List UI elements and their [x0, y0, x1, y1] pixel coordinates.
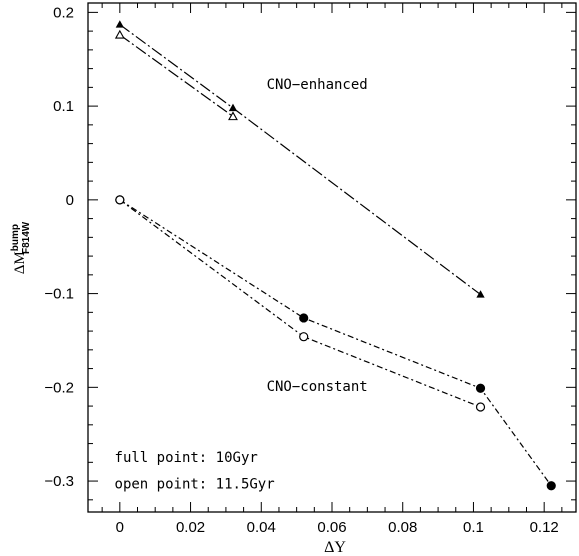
- annotation-label: full point: 10Gyr: [115, 450, 258, 466]
- x-tick-label: 0.1: [463, 519, 484, 536]
- x-axis-title: ΔY: [324, 539, 346, 556]
- annotation-label: CNO−enhanced: [267, 77, 368, 93]
- filled-triangle-marker: [228, 103, 238, 112]
- series-line-filled-triangle: [119, 24, 481, 296]
- open-circle-marker: [475, 402, 486, 412]
- filled-circle-marker: [299, 313, 309, 323]
- data-markers: [114, 20, 556, 491]
- x-tick-label: 0.04: [247, 519, 276, 536]
- y-tick-label: −0.2: [44, 379, 74, 396]
- y-axis-title: ΔMbumpF814W: [10, 221, 32, 274]
- y-tick-label: 0: [66, 192, 74, 209]
- filled-triangle-marker: [476, 290, 485, 298]
- x-tick-label: 0: [116, 519, 124, 536]
- series-lines: [119, 24, 552, 487]
- y-axis-title-sub: F814W: [21, 221, 32, 254]
- annotation-label: CNO−constant: [267, 379, 368, 395]
- series-line-filled-circle: [119, 199, 552, 487]
- y-tick-label: 0.2: [53, 4, 74, 21]
- filled-circle-marker: [546, 481, 556, 491]
- y-axis-title-sup: bump: [10, 224, 21, 251]
- series-line-open-circle: [119, 199, 481, 408]
- filled-circle-marker: [475, 383, 486, 393]
- annotations: CNO−enhanced CNO−constant full point: 10Gy…: [115, 77, 368, 492]
- y-tick-labels: 0.2 0.1 0 −0.1 −0.2 −0.3: [44, 4, 74, 490]
- annotation-label: open point: 11.5Gyr: [115, 476, 275, 492]
- x-tick-label: 0.06: [317, 519, 346, 536]
- filled-triangle-marker: [115, 20, 124, 28]
- series-line-open-triangle: [119, 34, 234, 117]
- x-tick-label: 0.02: [176, 519, 205, 536]
- y-tick-label: 0.1: [53, 98, 74, 115]
- x-tick-label: 0.12: [530, 519, 559, 536]
- axis-ticks: [88, 3, 576, 512]
- y-axis-title-main: ΔM: [12, 251, 28, 274]
- y-tick-label: −0.1: [44, 286, 74, 303]
- open-triangle-marker: [114, 29, 125, 39]
- x-tick-label: 0.08: [388, 519, 417, 536]
- x-tick-labels: 0 0.02 0.04 0.06 0.08 0.1 0.12: [116, 519, 559, 536]
- open-circle-marker: [115, 195, 125, 205]
- open-circle-marker: [299, 332, 309, 342]
- y-tick-label: −0.3: [44, 473, 74, 490]
- open-triangle-marker: [228, 111, 238, 121]
